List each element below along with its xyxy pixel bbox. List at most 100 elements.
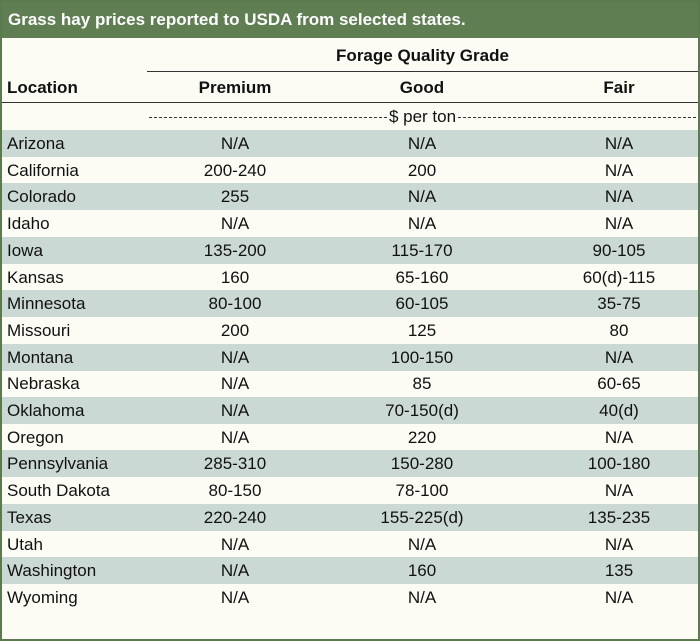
dash-rule	[458, 116, 697, 118]
column-header: Location	[7, 78, 78, 97]
price-cell: N/A	[604, 134, 634, 153]
price-cell: 200	[407, 160, 437, 180]
table-row: Colorado 255 N/A N/A	[2, 183, 698, 211]
column-header: Fair	[603, 78, 635, 97]
price-cell: 135-200	[203, 240, 267, 260]
price-cell: 125	[407, 320, 437, 340]
location-cell: Nebraska	[7, 374, 80, 394]
table-row: Oklahoma N/A 70-150(d) 40(d)	[2, 397, 698, 424]
table-row: Idaho N/A N/A N/A	[2, 210, 698, 237]
price-cell: N/A	[220, 214, 250, 234]
price-cell: 65-160	[395, 267, 449, 287]
price-cell: N/A	[407, 214, 437, 234]
price-cell: N/A	[220, 134, 250, 153]
price-cell: N/A	[604, 481, 634, 501]
price-cell: N/A	[407, 187, 437, 207]
location-cell: Missouri	[7, 320, 71, 340]
location-cell: South Dakota	[7, 481, 111, 501]
table-title: Grass hay prices reported to USDA from s…	[2, 2, 698, 38]
price-cell: N/A	[604, 427, 634, 447]
price-cell: 115-170	[391, 240, 453, 260]
price-cell: 155-225(d)	[380, 507, 464, 527]
location-cell: Utah	[7, 534, 43, 554]
price-cell: 85	[412, 374, 432, 394]
location-cell: Oregon	[7, 427, 64, 447]
price-cell: 40(d)	[599, 401, 639, 420]
price-cell: 60-105	[395, 294, 449, 314]
group-rule	[147, 71, 698, 72]
price-cell: N/A	[604, 347, 634, 367]
column-header: Good	[399, 78, 445, 97]
price-cell: 220-240	[203, 507, 267, 527]
location-cell: Kansas	[7, 267, 64, 287]
location-cell: Idaho	[7, 214, 50, 234]
table-row: Missouri 200 125 80	[2, 317, 698, 344]
table-row: Arizona N/A N/A N/A	[2, 130, 698, 157]
price-cell: N/A	[220, 347, 250, 367]
table-row: Iowa 135-200 115-170 90-105	[2, 236, 698, 264]
location-cell: Colorado	[7, 187, 76, 207]
column-header: Premium	[198, 78, 272, 97]
table-row: Minnesota 80-100 60-105 35-75	[2, 290, 698, 318]
location-cell: Washington	[7, 561, 97, 581]
price-cell: 60(d)-115	[582, 267, 656, 287]
price-cell: N/A	[220, 534, 250, 554]
location-cell: Iowa	[7, 240, 43, 260]
location-cell: Wyoming	[7, 587, 78, 607]
table-row: Texas 220-240 155-225(d) 135-235	[2, 503, 698, 531]
price-cell: N/A	[407, 134, 437, 153]
table-row: Pennsylvania 285-310 150-280 100-180	[2, 450, 698, 478]
table-row: Nebraska N/A 85 60-65	[2, 370, 698, 397]
price-cell: N/A	[604, 214, 634, 234]
price-cell: N/A	[407, 587, 437, 607]
table-row: Oregon N/A 220 N/A	[2, 424, 698, 451]
location-cell: Montana	[7, 347, 74, 367]
unit-label: $ per ton	[388, 107, 457, 126]
price-cell: 160	[407, 561, 437, 581]
price-cell: 80	[609, 320, 629, 340]
price-cell: 80-100	[208, 294, 262, 314]
price-cell: 150-280	[390, 454, 454, 474]
price-cell: 100-150	[390, 347, 454, 367]
price-cell: 35-75	[597, 294, 641, 314]
price-cell: 78-100	[395, 481, 449, 501]
table-row: Kansas 160 65-160 60(d)-115	[2, 264, 698, 291]
location-cell: Oklahoma	[7, 401, 85, 420]
location-cell: Arizona	[7, 134, 65, 153]
table-row: South Dakota 80-150 78-100 N/A	[2, 477, 698, 504]
table-row: Montana N/A 100-150 N/A	[2, 343, 698, 371]
group-header: Forage Quality Grade	[336, 46, 509, 65]
location-cell: Texas	[7, 507, 52, 527]
price-cell: 90-105	[592, 240, 646, 260]
header-rule	[2, 102, 698, 103]
unit-row: $ per ton	[147, 106, 698, 128]
location-cell: Minnesota	[7, 294, 86, 314]
price-cell: 200-240	[203, 160, 267, 180]
price-cell: N/A	[220, 401, 250, 420]
price-cell: N/A	[220, 587, 250, 607]
location-cell: Pennsylvania	[7, 454, 109, 474]
price-cell: N/A	[604, 160, 634, 180]
table-row: California 200-240 200 N/A	[2, 157, 698, 184]
price-cell: 135	[604, 561, 634, 581]
price-cell: 80-150	[208, 481, 262, 501]
price-cell: 60-65	[597, 374, 641, 394]
price-cell: 160	[220, 267, 250, 287]
price-cell: 255	[220, 187, 250, 207]
price-cell: 285-310	[203, 454, 267, 474]
location-cell: California	[7, 160, 79, 180]
table-row: Wyoming N/A N/A N/A	[2, 584, 698, 611]
dash-rule	[149, 116, 387, 118]
price-cell: N/A	[220, 374, 250, 394]
price-cell: N/A	[220, 427, 250, 447]
price-cell: N/A	[604, 587, 634, 607]
price-cell: N/A	[604, 187, 634, 207]
price-cell: 135-235	[587, 507, 651, 527]
price-cell: N/A	[220, 561, 250, 581]
price-cell: 70-150(d)	[385, 401, 459, 420]
price-cell: N/A	[604, 534, 634, 554]
price-cell: 100-180	[587, 454, 651, 474]
table-row: Washington N/A 160 135	[2, 557, 698, 585]
